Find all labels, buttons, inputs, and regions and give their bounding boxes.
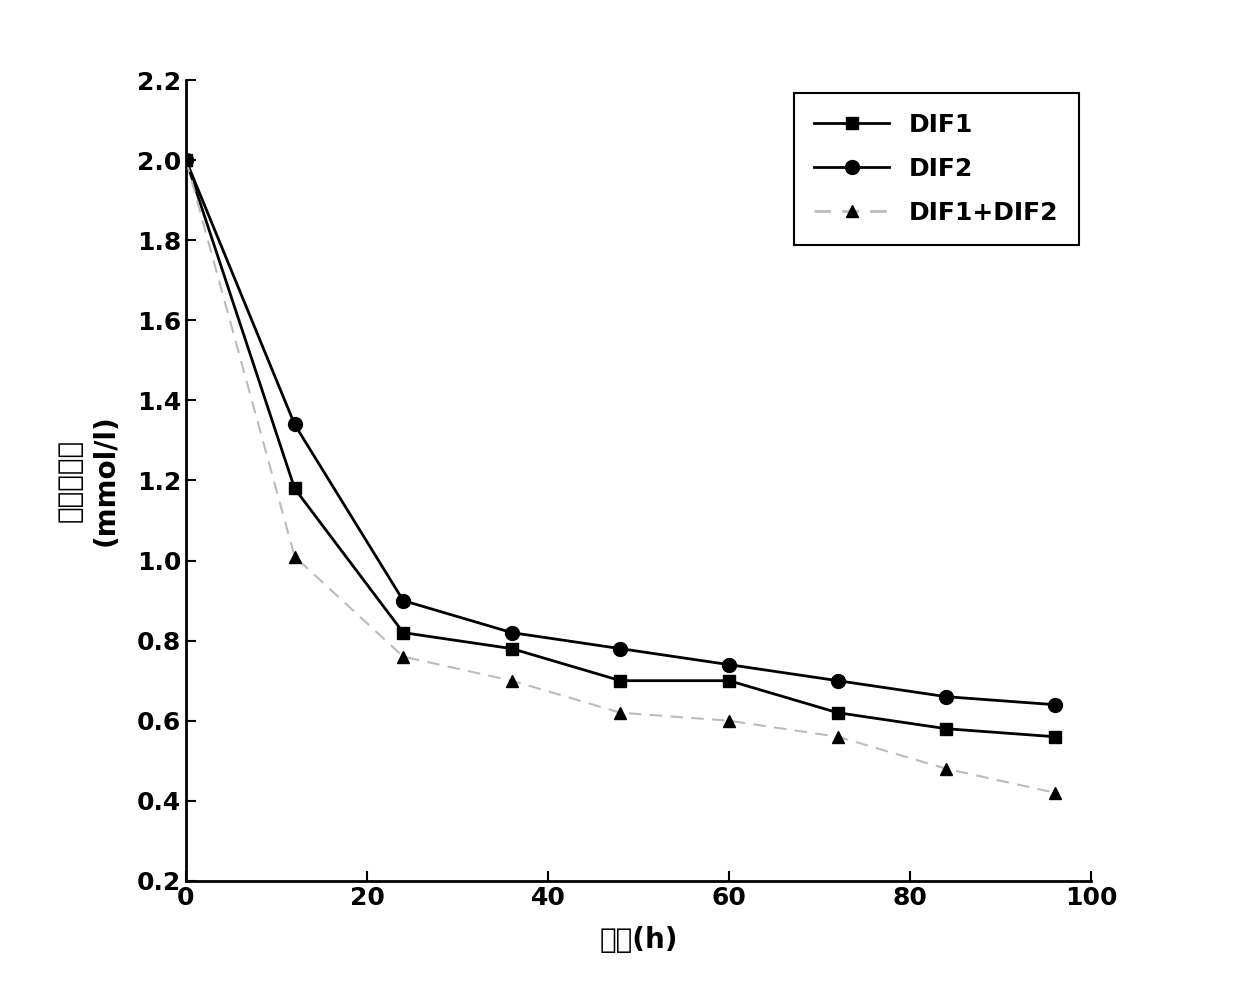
- DIF2: [505, 627, 520, 639]
- Line: DIF1+DIF2: DIF1+DIF2: [180, 154, 1061, 799]
- DIF1: [1048, 731, 1063, 743]
- DIF1: [288, 482, 303, 494]
- DIF2: [396, 595, 410, 607]
- DIF1+DIF2: [939, 763, 954, 775]
- Line: DIF2: DIF2: [179, 153, 1061, 712]
- DIF1: [722, 675, 737, 687]
- DIF1+DIF2: [1048, 787, 1063, 799]
- DIF1+DIF2: [722, 715, 737, 727]
- DIF1: [179, 154, 193, 166]
- DIF1: [613, 675, 627, 687]
- DIF1: [939, 723, 954, 735]
- DIF2: [831, 675, 846, 687]
- X-axis label: 时间(h): 时间(h): [599, 926, 678, 954]
- DIF1: [396, 627, 410, 639]
- DIF2: [288, 418, 303, 430]
- DIF1+DIF2: [613, 707, 627, 719]
- DIF1+DIF2: [831, 731, 846, 743]
- DIF2: [179, 154, 193, 166]
- DIF2: [939, 691, 954, 703]
- Y-axis label: 六价铬浓度
(mmol/l): 六价铬浓度 (mmol/l): [56, 414, 120, 547]
- Line: DIF1: DIF1: [180, 154, 1061, 743]
- DIF1+DIF2: [396, 651, 410, 663]
- DIF2: [1048, 699, 1063, 711]
- DIF1+DIF2: [505, 675, 520, 687]
- DIF1+DIF2: [179, 154, 193, 166]
- DIF1: [505, 643, 520, 655]
- DIF2: [722, 659, 737, 671]
- Legend: DIF1, DIF2, DIF1+DIF2: DIF1, DIF2, DIF1+DIF2: [794, 92, 1079, 244]
- DIF2: [613, 643, 627, 655]
- DIF1: [831, 707, 846, 719]
- DIF1+DIF2: [288, 551, 303, 563]
